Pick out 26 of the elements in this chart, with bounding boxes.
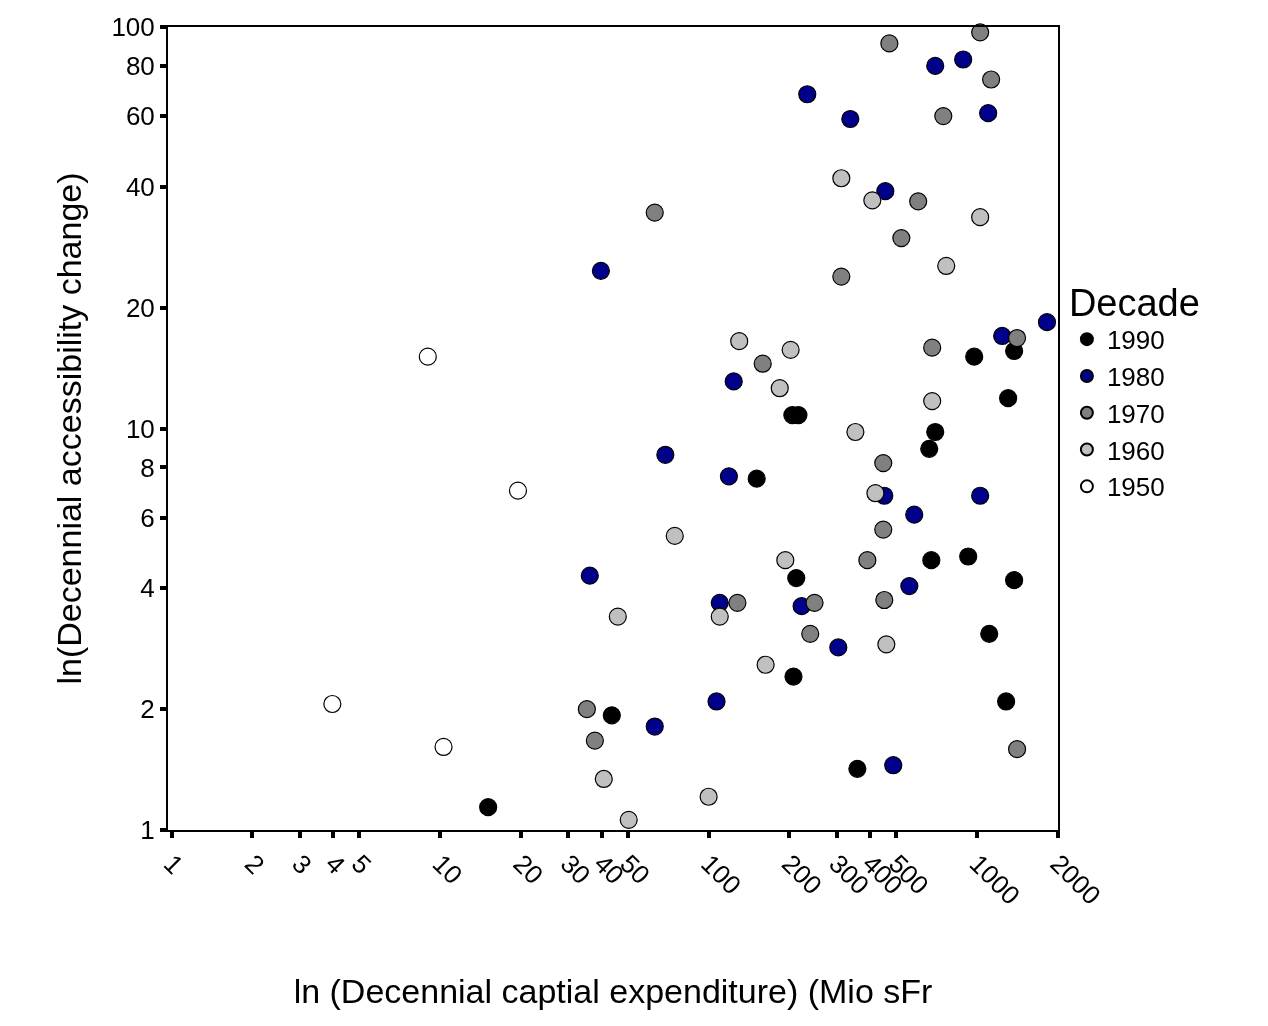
y-tick-label: 60 <box>125 101 155 132</box>
y-tick-label: 100 <box>111 12 155 43</box>
legend-label: 1970 <box>1106 398 1165 429</box>
legend-label: 1960 <box>1106 435 1165 466</box>
x-tick-label: 2 <box>238 848 271 880</box>
y-tick-label: 1 <box>140 815 155 846</box>
x-tick-label: 200 <box>776 848 828 901</box>
legend-label: 1980 <box>1106 362 1165 393</box>
y-tick-label: 80 <box>125 51 155 82</box>
x-tick-label: 3 <box>286 848 318 880</box>
y-tick-label: 4 <box>140 573 155 604</box>
y-axis-title: ln(Decennial accessibility change) <box>49 172 88 685</box>
legend-title: Decade <box>1068 281 1200 324</box>
y-tick-label: 40 <box>125 171 155 202</box>
x-tick-label: 100 <box>695 848 748 901</box>
x-tick-label: 30 <box>554 848 597 891</box>
y-tick-label: 8 <box>140 452 155 483</box>
legend-label: 1990 <box>1106 325 1165 356</box>
y-tick-label: 20 <box>125 292 155 323</box>
x-tick-label: 20 <box>507 848 550 891</box>
x-tick-label: 10 <box>426 848 469 891</box>
y-tick-label: 2 <box>140 694 155 725</box>
y-tick-label: 10 <box>125 413 155 444</box>
y-tick-label: 6 <box>140 502 155 533</box>
legend-label: 1950 <box>1106 472 1165 503</box>
x-axis-title: ln (Decennial captial expenditure) (Mio sFr <box>293 972 933 1011</box>
